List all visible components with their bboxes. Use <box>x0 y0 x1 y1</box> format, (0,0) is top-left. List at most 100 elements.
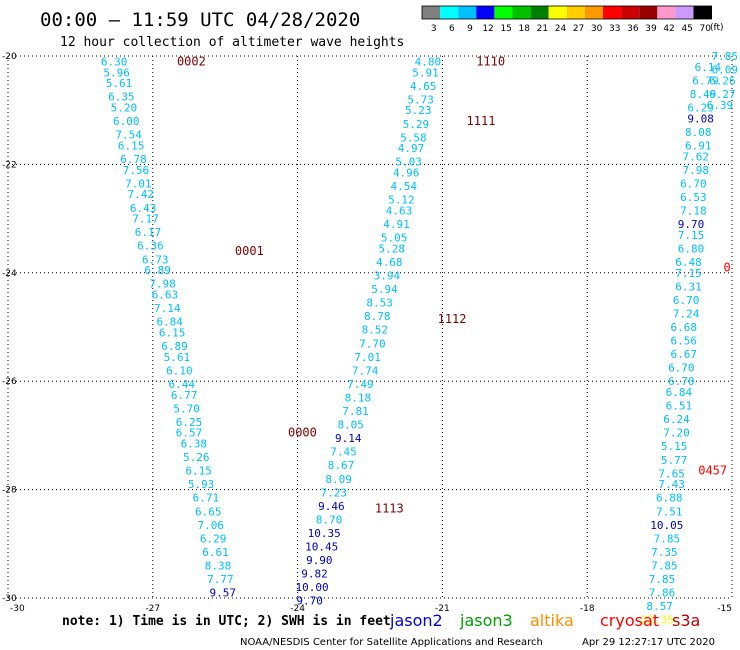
colorbar-swatch <box>603 6 622 19</box>
mission-label-cryosat: cryosat <box>600 611 659 630</box>
wave-height-value: 7.01 <box>354 351 381 364</box>
colorbar-swatch <box>458 6 477 19</box>
colorbar-swatch <box>584 6 603 19</box>
wave-height-value: 7.51 <box>656 505 683 518</box>
wave-height-value: 6.80 <box>678 242 705 255</box>
footer-timestamp: Apr 29 12:27:17 UTC 2020 <box>582 637 715 648</box>
satellite-track: 6.146.798.496.299.088.086.917.627.986.70… <box>641 61 731 627</box>
wave-height-value: 6.70 <box>680 177 707 190</box>
wave-height-value: 9.70 <box>678 218 705 231</box>
wave-height-value: 10.00 <box>296 581 329 594</box>
wave-height-value: 4.91 <box>383 218 410 231</box>
wave-height-value: 6.31 <box>675 280 702 293</box>
wave-height-value: 6.36 <box>137 240 164 253</box>
wave-height-value: 5.26 <box>183 451 210 464</box>
wave-height-value: 7.49 <box>347 378 374 391</box>
wave-height-value: 5.73 <box>407 93 434 106</box>
colorbar-label: 36 <box>627 24 639 34</box>
wave-height-value: 7.70 <box>359 337 386 350</box>
wave-height-value: 4.80 <box>415 55 442 68</box>
pass-time-label: 1111 <box>467 114 496 128</box>
wave-height-value: 6.91 <box>685 139 712 152</box>
wave-height-value: 5.12 <box>388 194 415 207</box>
wave-height-value: 7.14 <box>154 302 181 315</box>
wave-height-value: 8.38 <box>205 559 232 572</box>
wave-height-value: 7.54 <box>115 129 142 142</box>
wave-height-value: 6.89 <box>144 264 171 277</box>
wave-height-value: 7.15 <box>675 267 702 280</box>
pass-time-label: 1112 <box>438 312 467 326</box>
x-tick-label: -21 <box>435 604 450 614</box>
colorbar-label: 30 <box>591 24 603 34</box>
wave-height-value: 5.96 <box>103 66 130 79</box>
wave-height-value: 6.35 <box>108 91 135 104</box>
wave-height-value: 6.63 <box>152 288 179 301</box>
satellite-track: 7.856.096.266.276.39 <box>707 50 738 112</box>
colorbar-label: 6 <box>449 24 455 34</box>
wave-height-value: 22.35 <box>641 614 674 627</box>
wave-height-value: 10.45 <box>305 541 338 554</box>
y-tick-label: -24 <box>2 269 17 279</box>
colorbar-label: 33 <box>609 24 620 34</box>
wave-height-value: 5.91 <box>412 66 439 79</box>
pass-time-label: 0457 <box>698 464 727 478</box>
colorbar-label: 24 <box>555 24 567 34</box>
wave-height-value: 7.45 <box>330 446 357 459</box>
y-tick-label: -22 <box>2 160 17 170</box>
pass-time-label: 0002 <box>177 54 206 68</box>
wave-height-value: 8.53 <box>366 297 393 310</box>
wave-height-value: 6.15 <box>118 139 145 152</box>
wave-height-value: 6.70 <box>673 294 700 307</box>
wave-height-value: 3.94 <box>374 270 401 283</box>
wave-height-value: 6.77 <box>171 389 198 402</box>
wave-height-value: 8.49 <box>690 88 717 101</box>
wave-height-value: 6.68 <box>670 321 697 334</box>
wave-height-value: 9.46 <box>318 500 345 513</box>
wave-height-value: 6.30 <box>101 55 128 68</box>
wave-height-value: 7.81 <box>342 405 369 418</box>
colorbar-label: 42 <box>663 24 674 34</box>
wave-height-value: 6.67 <box>670 348 697 361</box>
pass-time-label: 0000 <box>288 426 317 440</box>
satellite-track: 6.305.965.616.355.206.007.546.156.787.56… <box>101 54 317 599</box>
x-tick-label: -30 <box>10 604 25 614</box>
wave-height-value: 9.57 <box>210 587 237 600</box>
pass-time-label: 0 <box>724 260 731 274</box>
colorbar-frame <box>421 5 713 20</box>
wave-height-value: 5.15 <box>661 440 688 453</box>
colorbar-swatch <box>512 6 531 19</box>
wave-height-value: 5.58 <box>400 131 427 144</box>
wave-height-value: 4.54 <box>391 180 418 193</box>
footer-note: note: 1) Time is in UTC; 2) SWH is in fe… <box>62 614 391 629</box>
wave-height-value: 5.93 <box>188 478 215 491</box>
colorbar-label: 12 <box>482 24 493 34</box>
colorbar-swatch <box>530 6 549 19</box>
wave-height-value: 6.39 <box>707 99 734 112</box>
wave-height-value: 4.65 <box>410 80 437 93</box>
wave-height-value: 6.14 <box>695 61 722 74</box>
wave-height-value: 6.15 <box>185 465 212 478</box>
wave-height-value: 6.00 <box>113 115 140 128</box>
colorbar-swatch <box>566 6 585 19</box>
wave-height-value: 6.73 <box>142 253 169 266</box>
wave-height-value: 9.14 <box>335 432 362 445</box>
wave-height-value: 6.38 <box>181 438 208 451</box>
wave-height-value: 7.85 <box>654 532 681 545</box>
wave-height-value: 7.86 <box>649 587 676 600</box>
wave-height-value: 6.78 <box>120 153 147 166</box>
chart-title: 00:00 – 11:59 UTC 04/28/2020 <box>40 9 360 31</box>
colorbar-label: 27 <box>573 24 584 34</box>
wave-height-value: 7.24 <box>673 307 700 320</box>
wave-height-value: 7.23 <box>321 486 348 499</box>
wave-height-value: 8.09 <box>325 473 352 486</box>
colorbar-label: 9 <box>467 24 473 34</box>
wave-height-value: 6.43 <box>130 202 157 215</box>
colorbar-swatch <box>639 6 658 19</box>
wave-height-value: 4.68 <box>376 256 403 269</box>
wave-height-value: 7.65 <box>658 467 685 480</box>
colorbar-swatch <box>621 6 640 19</box>
wave-height-value: 6.10 <box>166 364 193 377</box>
wave-height-value: 6.48 <box>675 256 702 269</box>
wave-height-value: 8.67 <box>328 459 355 472</box>
wave-height-value: 7.85 <box>651 559 678 572</box>
